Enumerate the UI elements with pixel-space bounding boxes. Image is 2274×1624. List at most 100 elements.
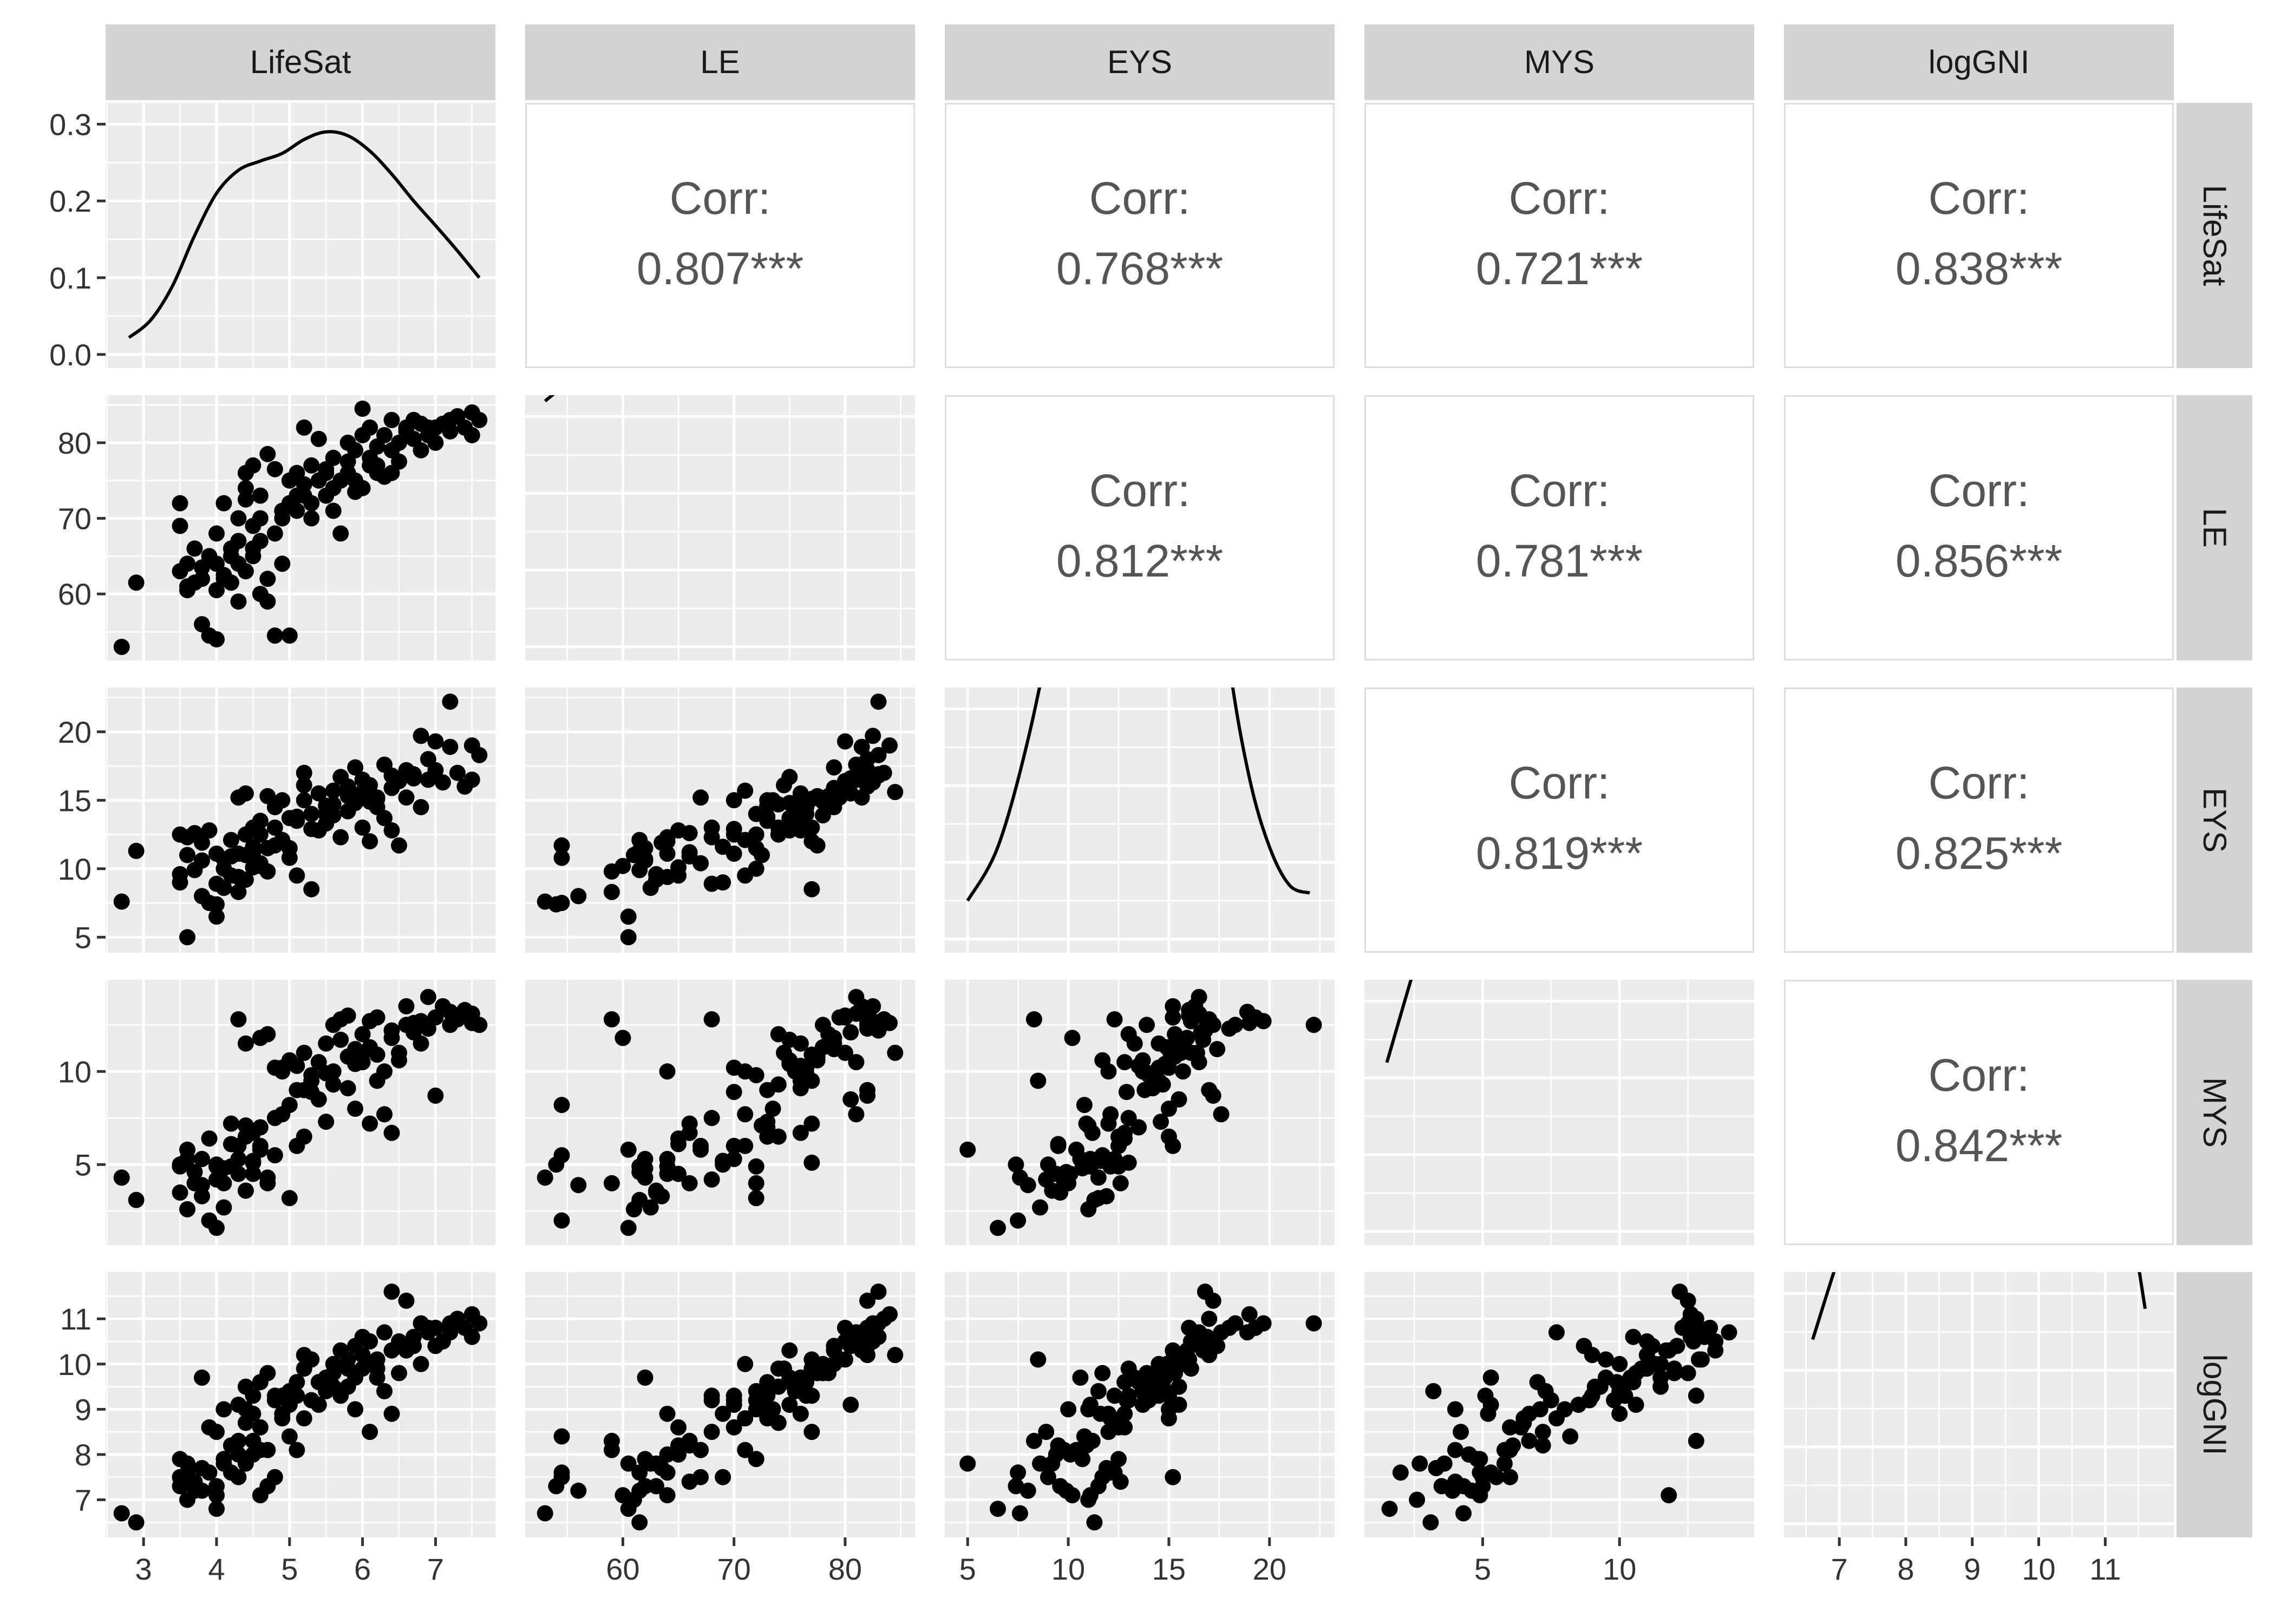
scatter-point	[1447, 1401, 1463, 1418]
scatter-point	[1076, 1097, 1093, 1114]
y-tick-label: 9	[75, 1392, 92, 1426]
scatter-point	[737, 782, 754, 799]
scatter-point	[1576, 1338, 1592, 1354]
scatter-point	[303, 457, 320, 474]
scatter-point	[726, 1137, 742, 1154]
scatter-point	[1562, 1428, 1579, 1445]
scatter-point	[1193, 1024, 1210, 1040]
scatter-point	[1188, 1044, 1205, 1061]
scatter-point	[245, 540, 262, 557]
scatter-point	[703, 875, 720, 892]
panel-le-loggni: Corr: 0.856***	[1784, 395, 2174, 660]
scatter-point	[826, 780, 842, 796]
scatter-point	[362, 1424, 378, 1440]
y-tick-label: 10	[58, 852, 92, 886]
scatter-point	[172, 866, 188, 882]
panel-grid	[106, 1272, 495, 1537]
scatter-point	[1074, 1160, 1091, 1177]
scatter-point	[781, 769, 798, 785]
scatter-point	[1086, 1514, 1103, 1531]
scatter-point	[703, 1171, 720, 1188]
scatter-point	[1056, 1175, 1073, 1191]
scatter-point	[842, 1338, 859, 1354]
scatter-point	[1112, 1175, 1129, 1191]
scatter-point	[770, 1026, 787, 1043]
scatter-point	[826, 1342, 842, 1359]
scatter-point	[681, 1124, 698, 1141]
scatter-point	[296, 792, 312, 809]
scatter-point	[620, 908, 637, 925]
scatter-point	[1548, 1410, 1565, 1427]
panel-lifesat-le: Corr: 0.807***	[525, 103, 915, 368]
scatter-point	[332, 1031, 349, 1048]
panel-grid	[525, 687, 915, 953]
scatter-point	[770, 1378, 787, 1395]
x-tick-label: 5	[281, 1552, 298, 1586]
scatter-point	[237, 1035, 254, 1052]
panel-grid	[945, 1272, 1335, 1537]
x-tick-label: 7	[1831, 1552, 1848, 1586]
scatter-point	[1609, 1374, 1625, 1391]
scatter-point	[281, 849, 298, 866]
scatter-point	[383, 1342, 400, 1359]
scatter-point	[362, 419, 378, 436]
scatter-point	[1010, 1212, 1027, 1229]
panel-le-lifesat	[106, 395, 495, 660]
scatter-point	[194, 1482, 210, 1499]
scatter-point	[303, 495, 320, 512]
scatter-point	[362, 1115, 378, 1132]
scatter-point	[826, 1030, 842, 1046]
scatter-point	[194, 1460, 210, 1476]
scatter-point	[537, 1169, 553, 1186]
scatter-point	[1098, 1460, 1115, 1476]
scatter-point	[201, 822, 218, 839]
corr-panel-bg	[1784, 395, 2174, 660]
corr-panel-bg	[525, 103, 915, 368]
scatter-point	[362, 777, 378, 794]
strip-top-lifesat	[106, 24, 495, 100]
x-tick-label: 7	[427, 1552, 444, 1586]
scatter-point	[420, 988, 436, 1005]
scatter-point	[1160, 1401, 1177, 1418]
scatter-point	[296, 1128, 312, 1145]
x-tick-label: 8	[1897, 1552, 1914, 1586]
scatter-point	[237, 480, 254, 496]
scatter-point	[347, 1401, 364, 1418]
scatter-point	[1584, 1387, 1600, 1404]
scatter-point	[1480, 1405, 1497, 1422]
scatter-point	[406, 430, 422, 447]
scatter-point	[208, 896, 225, 913]
scatter-point	[194, 1188, 210, 1204]
panel-loggni-le	[525, 1272, 915, 1537]
scatter-point	[659, 1063, 676, 1080]
y-tick-label: 70	[58, 502, 92, 536]
scatter-point	[803, 1154, 820, 1171]
scatter-point	[223, 1136, 239, 1152]
scatter-point	[179, 1141, 195, 1158]
y-tick-label: 0.3	[49, 107, 92, 141]
scatter-point	[1447, 1442, 1463, 1458]
scatter-point	[215, 1199, 232, 1216]
scatter-point	[194, 1369, 210, 1386]
scatter-point	[318, 1035, 335, 1052]
strip-right-le	[2177, 395, 2252, 660]
scatter-point	[792, 822, 809, 839]
scatter-point	[1721, 1324, 1737, 1341]
scatter-point	[1534, 1437, 1551, 1454]
scatter-point	[1482, 1369, 1499, 1386]
scatter-point	[1074, 1451, 1091, 1468]
panel-loggni-eys	[945, 1272, 1335, 1537]
scatter-point	[1032, 1455, 1048, 1472]
strip-right-lifesat	[2177, 103, 2252, 368]
scatter-point	[659, 1405, 676, 1422]
scatter-point	[391, 1052, 407, 1069]
panel-lifesat-eys: Corr: 0.768***	[945, 103, 1335, 368]
strip-top-eys	[945, 24, 1335, 100]
scatter-point	[1666, 1360, 1683, 1377]
scatter-point	[1116, 1124, 1133, 1141]
scatter-point	[289, 1442, 305, 1458]
scatter-point	[692, 1442, 709, 1458]
strip-top-label: LifeSat	[250, 44, 351, 80]
scatter-point	[289, 867, 305, 884]
scatter-point	[737, 1063, 754, 1080]
